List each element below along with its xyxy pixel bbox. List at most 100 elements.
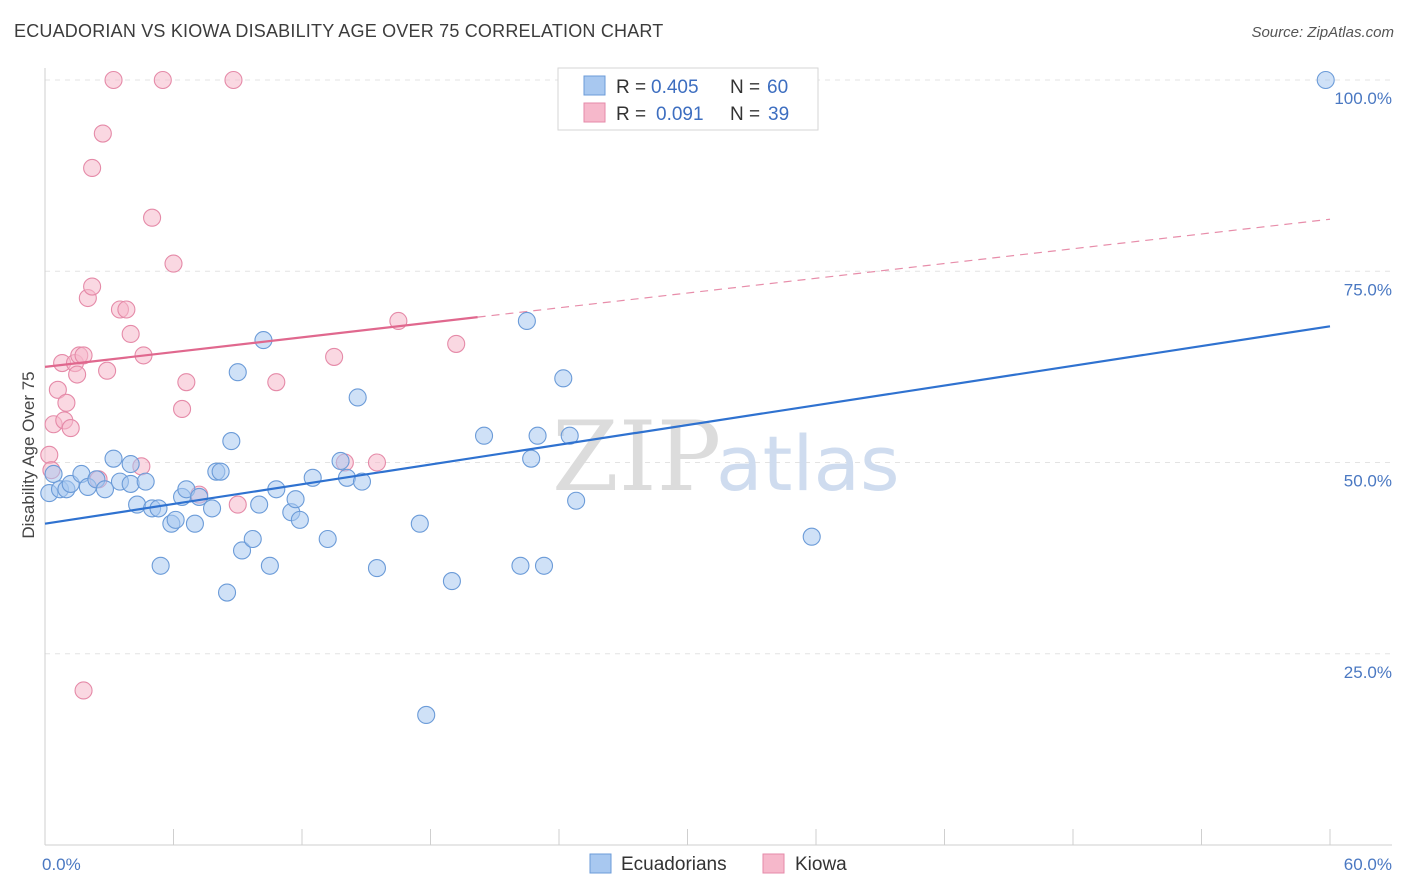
ecuadorian-point-9: [104, 449, 123, 468]
ecuadorian-point-48: [442, 572, 461, 591]
ecuadorian-point-12: [121, 454, 140, 474]
bottom-legend-ecuadorians: Ecuadorians: [621, 854, 727, 875]
kiowa-point-11: [74, 346, 93, 365]
ecuadorian-trend-line: [44, 325, 1331, 525]
ecuadorian-point-46: [410, 514, 429, 533]
ecuadorian-point-56: [560, 426, 579, 445]
ecuadorian-point-45: [367, 559, 387, 578]
kiowa-point-27: [164, 254, 183, 273]
kiowa-point-19: [104, 70, 123, 90]
bottom-legend: Ecuadorians Kiowa: [589, 853, 847, 875]
ecuadorian-point-38: [290, 510, 309, 529]
kiowa-trend-line: [44, 316, 478, 368]
ecuadorian-point-37: [286, 490, 305, 509]
gridlines: [45, 79, 1392, 655]
bottom-legend-kiowa: Kiowa: [795, 854, 847, 875]
y-tick-label-1: 75.0%: [1344, 280, 1392, 299]
bottom-legend-pink-swatch: [762, 853, 785, 874]
chart-title: ECUADORIAN VS KIOWA DISABILITY AGE OVER …: [14, 21, 664, 41]
data-points: [40, 70, 1335, 725]
legend-n-label-2: N =: [730, 104, 760, 125]
ecuadorian-point-49: [474, 426, 494, 445]
ecuadorian-point-58: [802, 527, 821, 546]
ecuadorian-point-1: [44, 464, 63, 484]
legend-n-label-1: N =: [730, 77, 760, 98]
legend-r-value-2: 0.091: [656, 104, 704, 125]
ecuadorian-point-32: [250, 495, 269, 514]
ecuadorian-point-44: [352, 472, 372, 491]
ecuadorian-point-29: [228, 363, 247, 382]
ecuadorian-point-40: [318, 529, 337, 549]
ecuadorian-point-17: [151, 556, 170, 575]
kiowa-point-21: [117, 300, 136, 319]
ecuadorian-point-24: [203, 499, 222, 518]
legend-r-value-1: 0.405: [651, 77, 699, 98]
ecuadorian-point-26: [211, 462, 230, 481]
ecuadorian-point-34: [260, 556, 279, 575]
source-label: Source: ZipAtlas.com: [1251, 24, 1394, 41]
kiowa-point-15: [83, 158, 102, 178]
ecuadorian-point-55: [554, 369, 573, 388]
ecuadorian-point-54: [534, 556, 554, 575]
ecuadorian-point-47: [417, 705, 436, 725]
ecuadorian-point-27: [217, 583, 237, 602]
trend-lines: [477, 218, 1331, 318]
y-tick-label-3: 25.0%: [1344, 663, 1392, 682]
kiowa-trend-extension: [477, 218, 1331, 318]
watermark-atlas: atlas: [716, 419, 900, 508]
kiowa-point-25: [143, 208, 162, 227]
legend-pink-swatch: [583, 102, 606, 123]
kiowa-point-14: [83, 277, 102, 296]
y-tick-labels: 100.0% 75.0% 50.0% 25.0%: [1334, 89, 1392, 682]
legend-n-value-2: 39: [768, 104, 789, 125]
ecuadorian-point-59: [1316, 70, 1335, 90]
kiowa-point-6: [57, 393, 76, 412]
kiowa-point-28: [173, 399, 192, 419]
kiowa-point-32: [228, 495, 247, 514]
kiowa-point-7: [61, 419, 80, 438]
kiowa-point-38: [447, 334, 466, 353]
legend-box: R = 0.405 N = 60 R = 0.091 N = 39: [557, 67, 819, 131]
ecuadorian-point-53: [528, 426, 547, 445]
legend-blue-swatch: [583, 75, 606, 96]
kiowa-point-33: [267, 373, 286, 392]
kiowa-point-29: [177, 373, 196, 392]
ecuadorian-point-31: [243, 529, 262, 549]
ecuadorian-point-11: [121, 474, 140, 493]
ecuadorian-point-28: [222, 432, 241, 451]
legend-r-label-1: R =: [616, 77, 646, 98]
ecuadorian-point-52: [522, 449, 541, 468]
y-tick-label-0: 100.0%: [1334, 89, 1392, 108]
kiowa-point-12: [74, 681, 93, 700]
legend-n-value-1: 60: [767, 77, 788, 98]
x-tick-label-1: 60.0%: [1344, 855, 1392, 874]
kiowa-point-9: [68, 365, 87, 384]
ecuadorian-point-30: [232, 541, 252, 560]
ecuadorian-point-14: [136, 472, 155, 491]
ecuadorian-point-8: [95, 480, 115, 499]
kiowa-point-31: [224, 70, 243, 90]
kiowa-point-34: [325, 347, 344, 366]
kiowa-point-36: [367, 453, 387, 472]
ecuadorian-point-51: [517, 311, 536, 331]
kiowa-point-3: [48, 380, 67, 399]
kiowa-point-18: [98, 361, 117, 380]
legend-r-label-2: R =: [616, 104, 646, 125]
kiowa-point-17: [93, 124, 112, 143]
ecuadorian-point-43: [348, 388, 367, 407]
bottom-legend-blue-swatch: [589, 853, 612, 874]
kiowa-point-22: [121, 324, 140, 344]
x-tick-label-0: 0.0%: [42, 855, 81, 874]
y-axis-label: Disability Age Over 75: [19, 371, 38, 538]
ecuadorian-point-50: [511, 556, 530, 575]
ecuadorian-point-41: [331, 451, 350, 471]
ecuadorian-point-22: [185, 514, 204, 533]
ecuadorian-point-19: [166, 510, 185, 529]
kiowa-point-26: [153, 70, 172, 90]
ecuadorian-point-57: [567, 491, 586, 510]
y-tick-label-2: 50.0%: [1344, 472, 1392, 491]
ecuadorian-point-16: [149, 499, 168, 518]
kiowa-point-0: [40, 445, 59, 464]
x-tick-labels: 0.0% 60.0%: [42, 855, 1392, 874]
